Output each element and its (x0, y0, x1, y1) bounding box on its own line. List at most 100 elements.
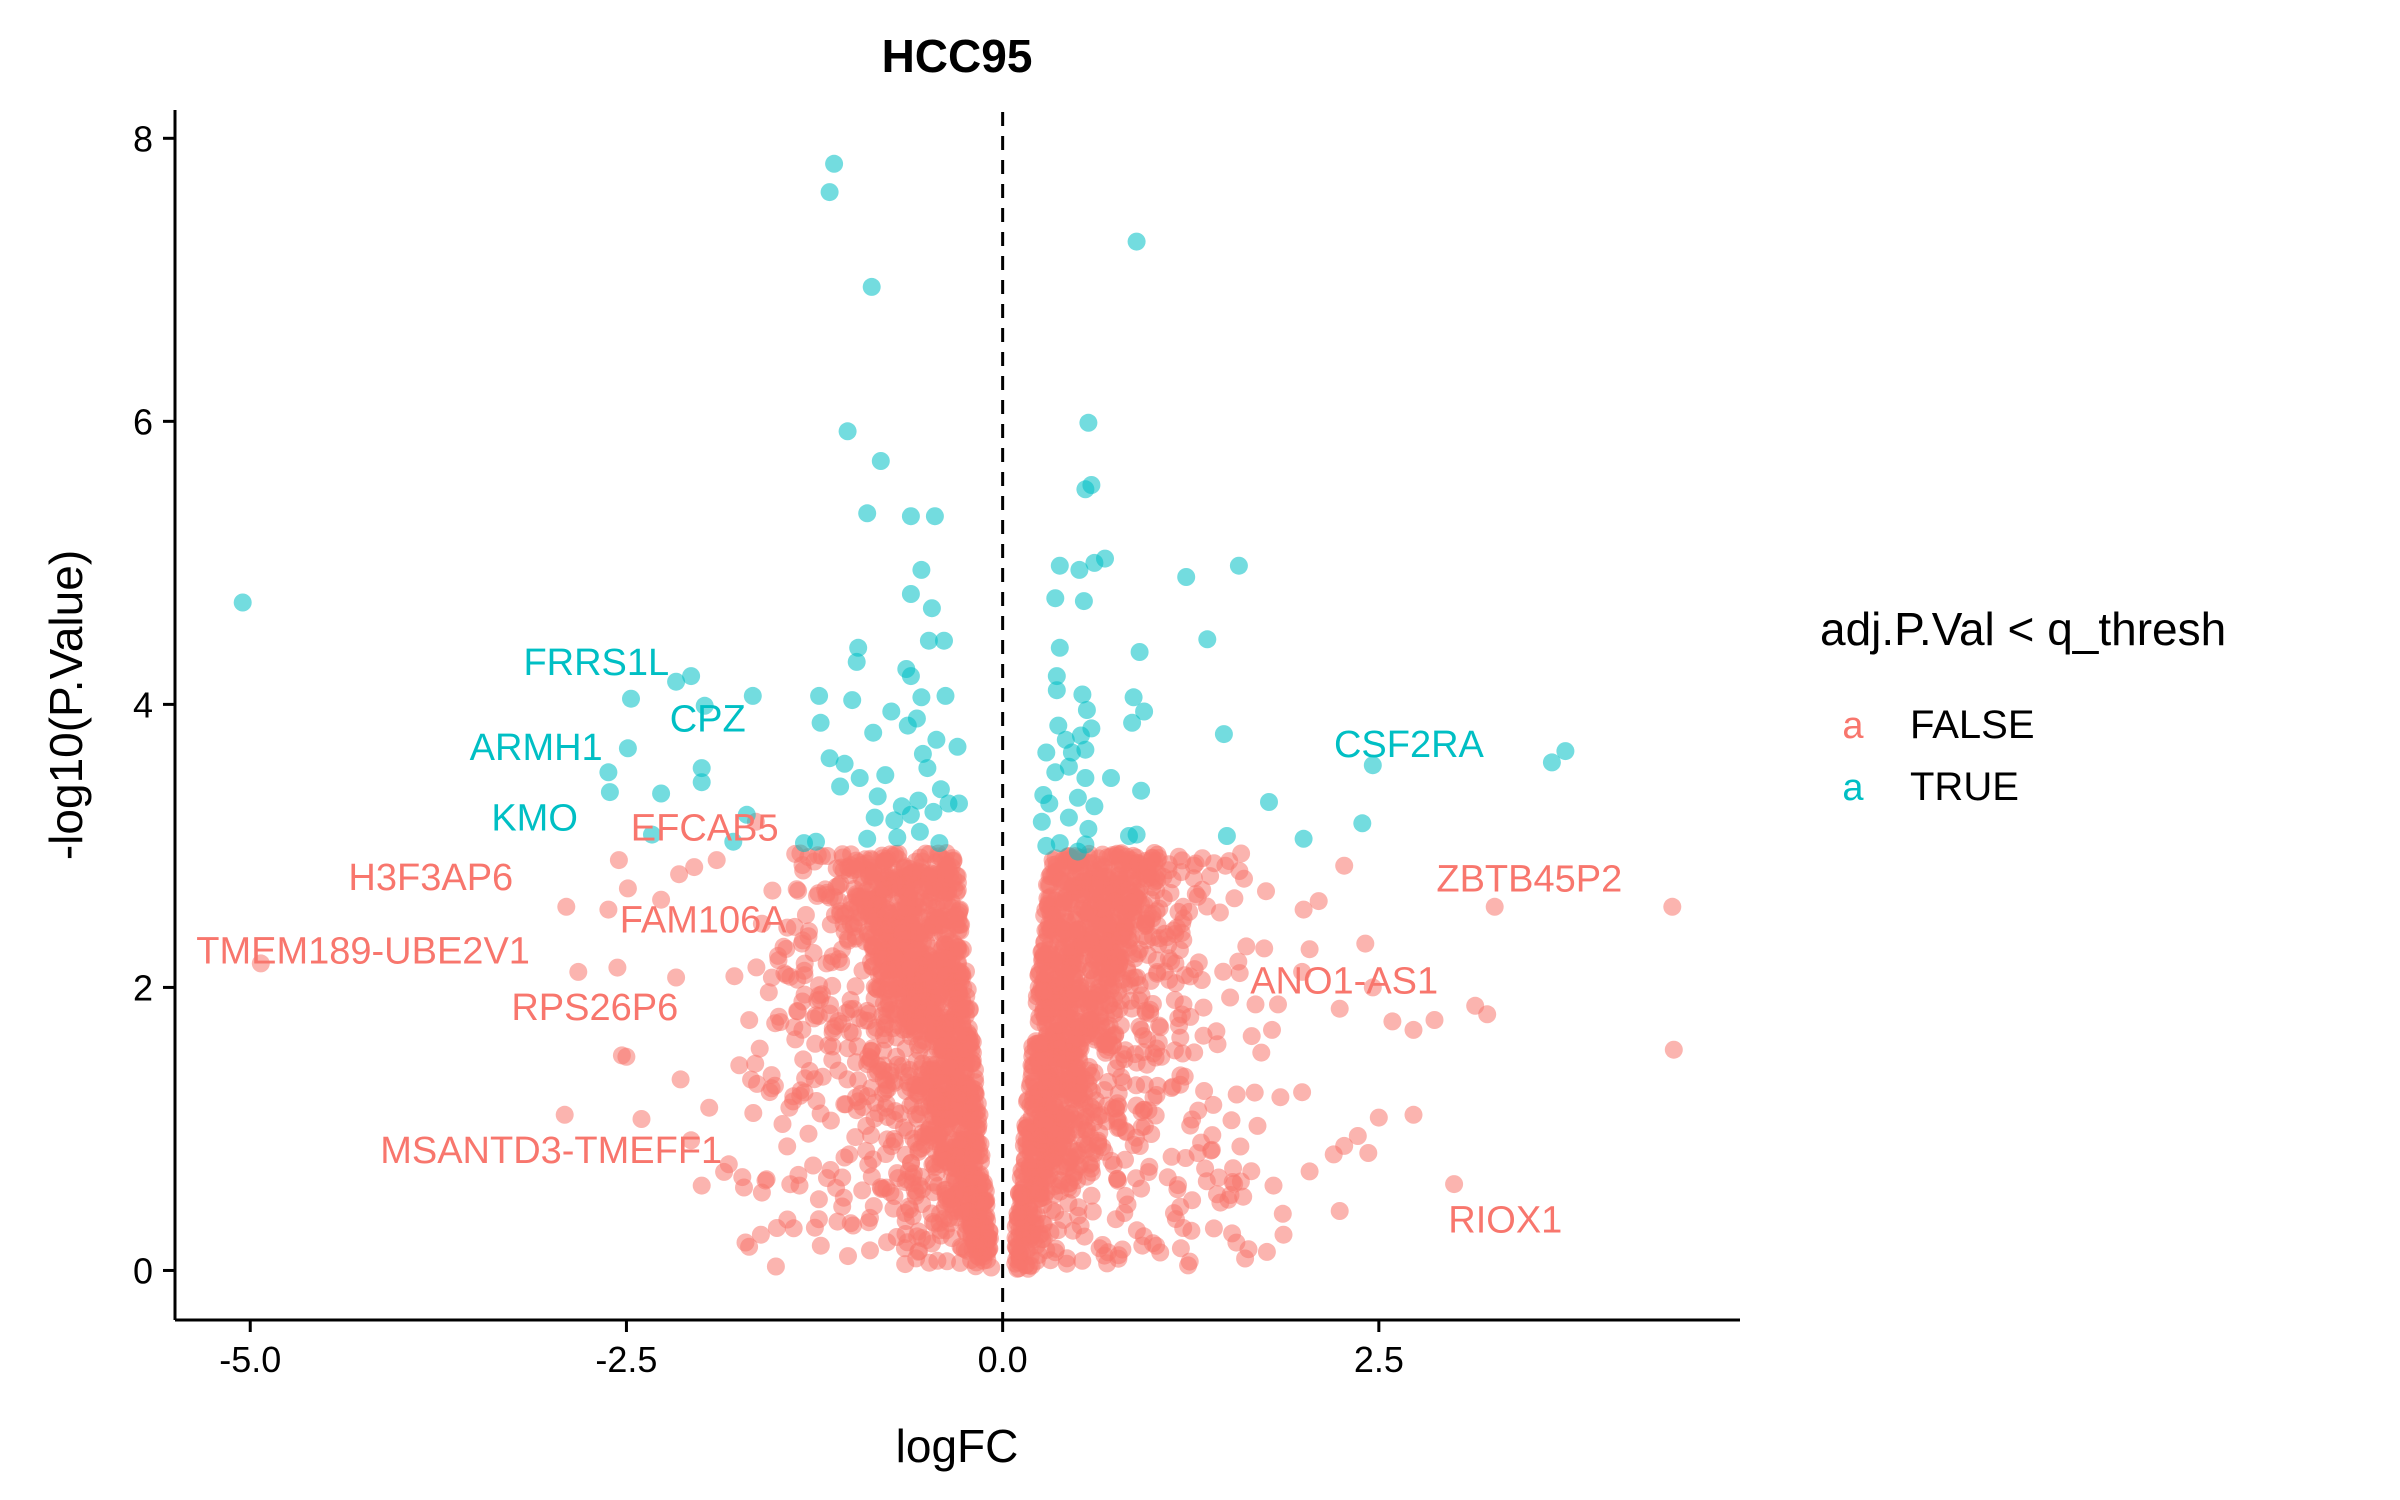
point-true (1074, 592, 1093, 611)
y-tick-label: 4 (133, 684, 153, 725)
point-false (1166, 974, 1185, 993)
point-false (823, 1019, 842, 1038)
point-false (1216, 856, 1235, 875)
point-false (1293, 1083, 1312, 1102)
point-false (1099, 1028, 1118, 1047)
point-true (919, 631, 938, 650)
point-false (863, 851, 881, 870)
point-false (612, 1046, 631, 1065)
point-false (1066, 1061, 1085, 1080)
point-false (1113, 970, 1132, 989)
point-false (1090, 1239, 1109, 1258)
point-false (1204, 1095, 1223, 1114)
point-false (958, 1112, 976, 1131)
point-false (1121, 893, 1140, 912)
point-true (599, 763, 618, 782)
point-false (1229, 952, 1248, 971)
point-false (1011, 1202, 1030, 1221)
point-true (912, 688, 931, 707)
point-false (896, 1255, 915, 1274)
point-false (773, 1115, 792, 1133)
point-false (931, 1226, 950, 1245)
point-true (1059, 757, 1078, 776)
point-false (1098, 1254, 1117, 1273)
point-true (820, 183, 839, 202)
point-true (1040, 794, 1059, 813)
point-false (800, 1062, 819, 1080)
point-false (251, 954, 270, 973)
point-false (936, 1019, 955, 1038)
point-true (935, 631, 953, 650)
point-false (790, 1176, 809, 1195)
point-false (828, 1212, 847, 1231)
point-false (1171, 1028, 1190, 1047)
point-true (898, 716, 917, 735)
point-true (1050, 834, 1069, 853)
point-false (879, 867, 898, 886)
point-false (762, 1079, 781, 1098)
point-false (1227, 1085, 1246, 1104)
point-false (929, 1087, 948, 1106)
point-true (1102, 769, 1120, 787)
point-false (1184, 869, 1203, 888)
point-false (1128, 968, 1147, 987)
point-false (1222, 1111, 1241, 1130)
point-false (1024, 1089, 1042, 1108)
point-false (1071, 1216, 1090, 1235)
point-false (878, 1080, 897, 1098)
point-false (857, 881, 876, 900)
point-false (599, 900, 618, 919)
point-false (841, 856, 860, 875)
point-true (1082, 476, 1101, 494)
point-false (1273, 1204, 1292, 1223)
point-false (1116, 1150, 1134, 1169)
point-false (1127, 1169, 1145, 1188)
point-true (600, 783, 619, 802)
point-true (858, 504, 877, 523)
point-false (1125, 949, 1144, 968)
point-false (1060, 1104, 1079, 1123)
point-false (778, 1137, 797, 1156)
point-false (1294, 900, 1313, 919)
gene-label: CSF2RA (1334, 724, 1485, 766)
point-false (903, 943, 922, 962)
point-false (1236, 1249, 1255, 1268)
point-true (1132, 781, 1151, 800)
point-false (1154, 889, 1173, 908)
point-false (846, 977, 865, 996)
point-false (1158, 1168, 1177, 1187)
point-false (1227, 1233, 1246, 1252)
point-false (913, 1005, 931, 1024)
point-true (1079, 819, 1098, 838)
point-false (1038, 1169, 1057, 1188)
point-false (1123, 875, 1142, 894)
x-axis-title: logFC (896, 1420, 1019, 1472)
point-false (1263, 1020, 1281, 1039)
point-false (742, 1070, 761, 1089)
point-true (850, 769, 869, 787)
point-false (962, 1093, 981, 1112)
point-false (1245, 1083, 1264, 1102)
y-axis-title: -log10(P.Value) (40, 550, 92, 860)
point-false (799, 1124, 818, 1143)
point-true (901, 805, 920, 824)
point-false (1664, 1040, 1683, 1059)
point-false (1049, 1015, 1068, 1034)
point-false (840, 1145, 859, 1164)
point-true (843, 691, 862, 710)
point-false (1252, 1043, 1271, 1062)
point-true (695, 696, 714, 715)
point-true (643, 825, 661, 844)
legend-label-false: FALSE (1910, 703, 2035, 747)
point-false (1188, 1144, 1207, 1163)
point-false (752, 914, 771, 933)
point-false (795, 1083, 814, 1102)
point-true (1073, 685, 1092, 704)
point-false (888, 1164, 907, 1183)
point-false (1173, 1044, 1192, 1063)
point-false (907, 922, 926, 941)
point-true (1047, 681, 1066, 700)
point-false (841, 1000, 859, 1019)
point-true (724, 832, 743, 851)
